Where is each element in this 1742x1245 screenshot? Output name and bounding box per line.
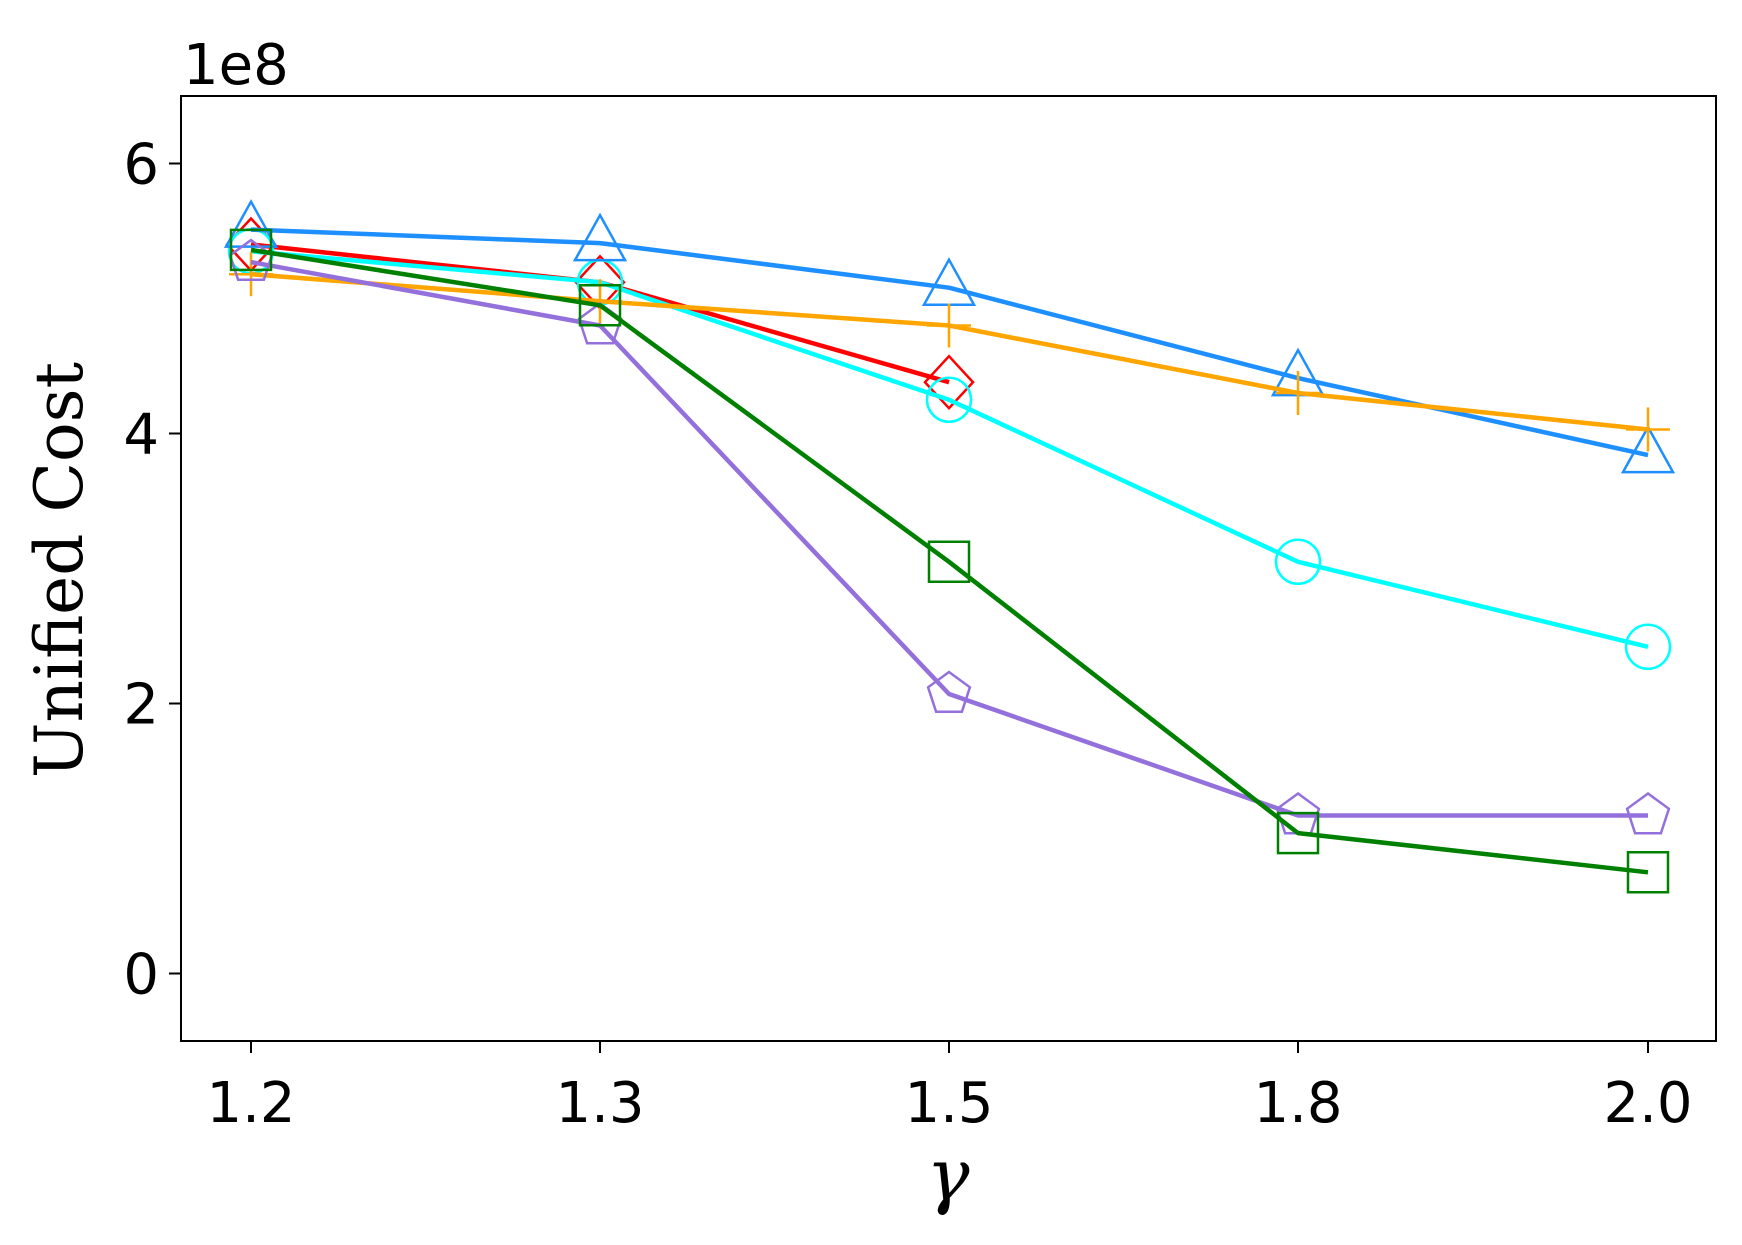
series-plus	[229, 252, 1670, 452]
data-point-marker	[578, 284, 622, 327]
y-multiplier: 1e8	[183, 33, 289, 98]
y-tick-label: 2	[123, 673, 159, 738]
series-line	[250, 249, 1649, 649]
series-line	[250, 259, 1648, 818]
y-tick-label: 0	[123, 943, 159, 1008]
data-point-marker	[1276, 811, 1320, 855]
data-point-marker	[925, 376, 973, 423]
x-tick-label: 1.2	[206, 1071, 295, 1136]
y-tick-label: 6	[123, 133, 159, 198]
data-point-marker	[223, 199, 279, 248]
data-point-marker	[1624, 623, 1672, 671]
x-tick-label: 1.8	[1253, 1071, 1342, 1136]
data-point-marker	[572, 212, 628, 262]
data-point-marker	[1625, 791, 1671, 835]
series-line	[250, 247, 1649, 875]
series-square	[229, 228, 1670, 894]
x-tick-label: 1.5	[904, 1071, 993, 1136]
axis-layer: 1.2 1.3 1.5 1.8 2.0 0 2 4 6	[123, 133, 1692, 1137]
data-point-marker	[923, 354, 975, 411]
x-tick-label: 2.0	[1603, 1071, 1692, 1136]
x-axis-label: γ	[926, 1133, 970, 1217]
data-point-marker	[1274, 538, 1322, 585]
series-layer	[223, 199, 1676, 894]
data-point-marker	[926, 670, 972, 714]
data-point-marker	[229, 228, 273, 272]
x-tick-label: 1.3	[555, 1071, 644, 1136]
data-point-marker	[1620, 424, 1676, 474]
y-axis-label: Unified Cost	[21, 362, 98, 778]
y-tick-label: 4	[123, 403, 159, 468]
data-point-marker	[927, 540, 971, 583]
data-point-marker	[1626, 851, 1670, 894]
